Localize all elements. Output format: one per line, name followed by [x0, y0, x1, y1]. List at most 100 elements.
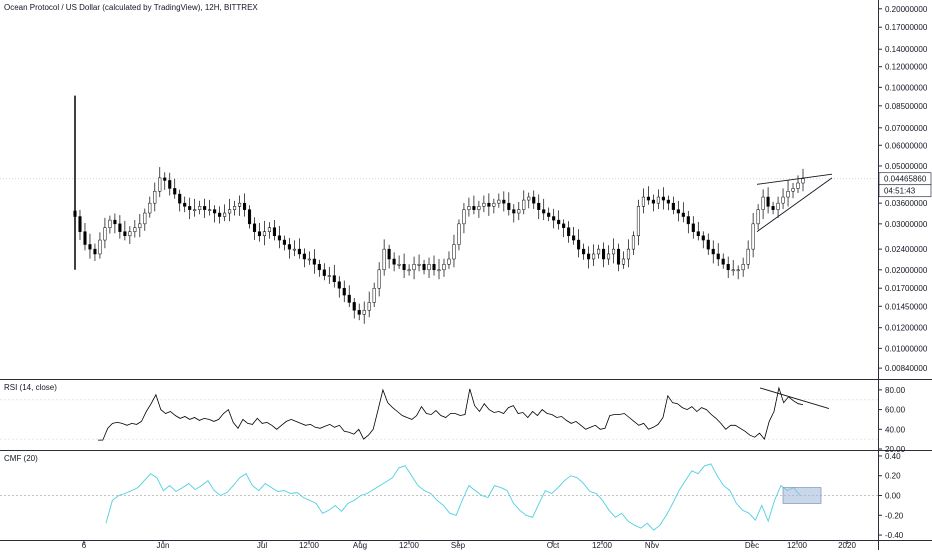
candle-body — [552, 216, 556, 221]
time-tick-label: Nov — [645, 541, 659, 550]
candle-body — [756, 209, 760, 225]
cmf-tick-label: -0.40 — [885, 531, 904, 540]
candle-body — [587, 253, 591, 260]
candle-body — [786, 190, 790, 198]
candle-body — [472, 206, 476, 210]
candle-body — [746, 248, 750, 265]
rsi-series-line — [98, 386, 804, 441]
candle-body — [292, 248, 296, 251]
candle-body — [412, 264, 416, 271]
candle-body — [776, 202, 780, 210]
candle-body — [542, 209, 546, 214]
candle-body — [247, 209, 252, 225]
candle-body — [103, 227, 107, 241]
rsi-tick-label: 80.00 — [885, 386, 906, 395]
candle-body — [537, 202, 541, 210]
rsi-tick-label: 20.00 — [885, 445, 906, 454]
candle-body — [377, 269, 381, 289]
candle-body — [696, 231, 700, 237]
candle-body — [736, 269, 740, 272]
price-tick-label: 0.01450000 — [885, 302, 928, 311]
candle-body — [606, 253, 611, 260]
candle-body — [557, 219, 561, 225]
candle-body — [671, 202, 675, 210]
candle-body — [457, 223, 461, 245]
candle-body — [741, 264, 745, 271]
time-tick-label: 12:00 — [787, 541, 808, 550]
candle-body — [342, 287, 346, 296]
candle-body — [716, 253, 720, 260]
candle-body — [402, 264, 406, 271]
candle-body — [387, 248, 391, 260]
candle-body — [432, 264, 436, 271]
candle-body — [372, 287, 376, 303]
countdown-value: 04:51:43 — [884, 187, 916, 196]
price-tick-label: 0.01000000 — [885, 344, 928, 353]
candle-body — [233, 206, 237, 210]
candle-body — [621, 258, 626, 265]
candle-body — [562, 223, 566, 228]
rsi-label: RSI (14, close) — [4, 383, 57, 392]
price-tick-label: 0.06000000 — [885, 141, 928, 150]
cmf-tick-label: 0.40 — [885, 452, 901, 461]
candle-body — [502, 199, 506, 204]
candle-body — [477, 206, 481, 210]
time-tick-label: Jul — [257, 541, 267, 550]
candle-body — [397, 264, 401, 266]
candle-body — [208, 209, 212, 211]
price-tick-label: 0.14000000 — [885, 45, 928, 54]
candle-body — [761, 196, 765, 210]
candle-body — [317, 264, 321, 271]
candle-body — [262, 231, 267, 237]
candle-body — [357, 309, 361, 315]
candle-body — [237, 202, 242, 207]
cmf-highlight-box — [782, 487, 822, 504]
candle-body — [178, 193, 182, 204]
time-tick-label: 12:00 — [592, 541, 613, 550]
candle-body — [302, 253, 306, 260]
candle-body — [631, 235, 636, 250]
candle-body — [567, 227, 571, 237]
candle-body — [751, 223, 755, 250]
cmf-tick-label: 0.00 — [885, 492, 901, 501]
time-tick-label: 12:00 — [399, 541, 420, 550]
candle-body — [128, 231, 132, 237]
candle-body — [322, 269, 326, 276]
current-price-box: 0.04465860 04:51:43 — [878, 172, 932, 198]
time-tick-label: Sep — [451, 541, 466, 550]
candle-body — [597, 248, 601, 255]
candle-body — [646, 196, 650, 201]
candle-body — [661, 196, 665, 201]
candle-body — [93, 248, 97, 255]
candle-body — [108, 219, 112, 228]
candle-body — [691, 223, 695, 232]
candle-body — [223, 212, 227, 217]
cmf-tick-label: 0.20 — [885, 472, 901, 481]
candle-body — [452, 244, 456, 260]
candle-body — [701, 235, 705, 241]
candle-body — [153, 190, 157, 204]
candle-body — [616, 248, 621, 265]
candle-body — [442, 264, 446, 271]
candle-body — [611, 248, 616, 255]
candle-body — [626, 248, 631, 260]
trendline — [756, 177, 833, 233]
candle-body — [213, 209, 217, 214]
candle-body — [312, 258, 316, 265]
candle-body — [332, 275, 336, 282]
candle-body — [417, 264, 421, 266]
candle-body — [347, 294, 351, 303]
candle-body — [487, 202, 491, 207]
candle-body — [427, 264, 431, 271]
candle-body — [287, 244, 291, 250]
price-tick-label: 0.05000000 — [885, 162, 928, 171]
candle-body — [83, 231, 87, 245]
candle-body — [601, 248, 606, 260]
candle-body — [198, 206, 202, 210]
candle-body — [711, 248, 715, 255]
candle-body — [681, 212, 685, 217]
price-tick-label: 0.07000000 — [885, 124, 928, 133]
candle-body — [686, 216, 690, 225]
